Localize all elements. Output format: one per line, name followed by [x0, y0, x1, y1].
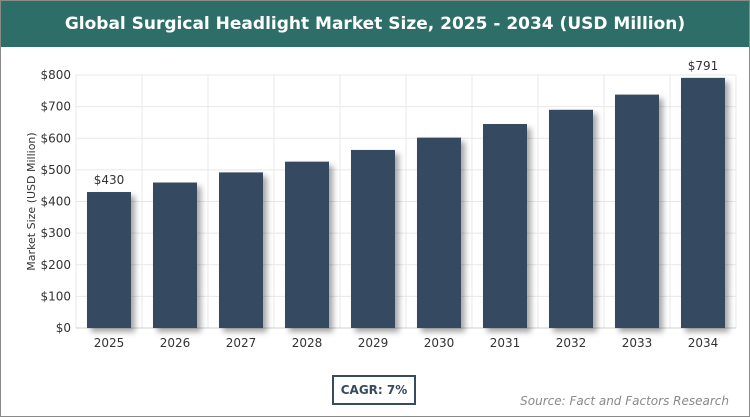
bar-2032 [549, 109, 593, 328]
x-tick-label: 2025 [94, 336, 125, 350]
bar-2034 [681, 77, 725, 328]
x-tick-label: 2030 [424, 336, 455, 350]
x-tick-label: 2027 [226, 336, 257, 350]
y-tick-label: $100 [40, 289, 71, 303]
chart-title: Global Surgical Headlight Market Size, 2… [64, 14, 686, 34]
y-tick-label: $600 [40, 131, 71, 145]
bars [87, 77, 725, 328]
cagr-badge: CAGR: 7% [332, 375, 416, 405]
bar-2030 [417, 137, 461, 328]
bar-2026 [153, 182, 197, 328]
x-tick-label: 2034 [688, 336, 719, 350]
bar-2029 [351, 149, 395, 328]
y-tick-label: $300 [40, 226, 71, 240]
y-tick-label: $400 [40, 195, 71, 209]
x-tick-label: 2028 [292, 336, 323, 350]
y-tick-label: $0 [56, 321, 71, 335]
bar-2033 [615, 94, 659, 328]
bar-2028 [285, 161, 329, 328]
y-tick-label: $500 [40, 163, 71, 177]
x-tick-label: 2029 [358, 336, 389, 350]
y-tick-label: $200 [40, 258, 71, 272]
y-axis-title: Market Size (USD Million) [25, 132, 38, 270]
data-label: $791 [688, 59, 719, 73]
source-note: Source: Fact and Factors Research [520, 394, 729, 408]
x-tick-label: 2026 [160, 336, 191, 350]
x-tick-label: 2032 [556, 336, 587, 350]
title-banner: Global Surgical Headlight Market Size, 2… [1, 1, 749, 47]
x-tick-label: 2033 [622, 336, 653, 350]
bar-2031 [483, 124, 527, 328]
bar-2025 [87, 192, 131, 328]
x-tick-label: 2031 [490, 336, 521, 350]
y-tick-label: $800 [40, 68, 71, 82]
bar-2027 [219, 172, 263, 328]
y-tick-label: $700 [40, 100, 71, 114]
labels: $0 $100 $200 $300 $400 $500 $600 $700 $800 2025 20… [25, 59, 718, 350]
data-label: $430 [94, 173, 125, 187]
